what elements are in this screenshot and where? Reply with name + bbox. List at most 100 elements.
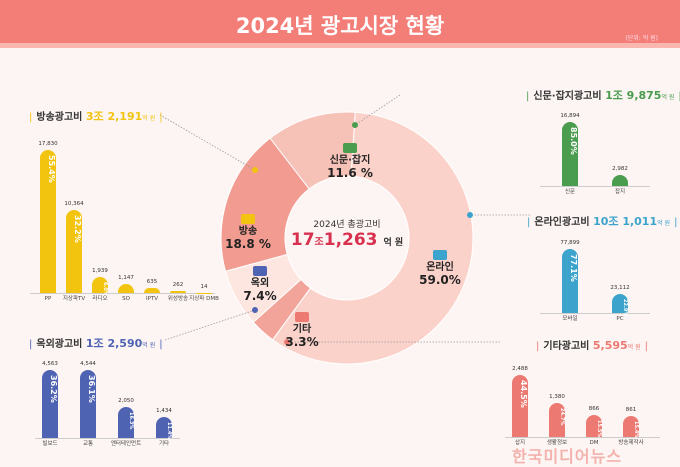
bar xyxy=(144,287,160,293)
total-label: 2024년 총광고비 xyxy=(313,220,381,230)
bar-percent: 6.0% xyxy=(102,282,108,297)
bar-percent: 11.4% xyxy=(166,421,172,439)
x-axis xyxy=(540,186,650,187)
segment-percent: 7.4% xyxy=(243,289,277,303)
panel-title: | 방송광고비 3조 2,191억 원 | xyxy=(29,110,163,123)
panel-unit: 억 원 xyxy=(657,220,671,227)
segment-name: 온라인 xyxy=(426,262,454,273)
category-label: 기타 xyxy=(158,441,170,447)
bar-percent: 22.9% xyxy=(622,299,628,317)
panel-total: 10조 1,011 xyxy=(593,215,658,228)
watermark: 한국미디어뉴스 xyxy=(512,447,623,466)
bar-percent: 55.4% xyxy=(47,155,56,183)
bar-percent: 24.7% xyxy=(559,407,565,425)
bar-value-label: 1,434 xyxy=(156,407,172,414)
category-label: PP xyxy=(44,296,52,302)
segment-name: 신문·잡지 xyxy=(329,155,371,166)
panel-total: 5,595 xyxy=(592,339,628,352)
bar-value-label: 2,982 xyxy=(612,165,628,172)
total-value: 17조1,263 억 원 xyxy=(290,230,404,250)
connector-dot xyxy=(252,167,258,173)
segment-name: 옥외 xyxy=(250,278,270,289)
category-label: 위성방송 xyxy=(167,296,189,302)
bar xyxy=(170,290,186,293)
segment-name: 기타 xyxy=(292,324,312,335)
category-label: DM xyxy=(589,440,599,446)
bar: 24.7% xyxy=(549,402,565,437)
printer-icon xyxy=(343,143,357,153)
bar-percent: 15.4% xyxy=(633,420,639,438)
bar-percent: 85.0% xyxy=(569,127,578,155)
category-label: 라디오 xyxy=(92,296,108,302)
bar: 15.5% xyxy=(586,415,602,438)
bar-value-label: 1,147 xyxy=(118,274,134,281)
panel-unit: 억 원 xyxy=(627,344,641,351)
panel-title: | 온라인광고비 10조 1,011억 원 | xyxy=(527,215,678,228)
connector-line xyxy=(159,114,256,171)
segment-name: 방송 xyxy=(238,226,258,237)
segment-percent: 59.0% xyxy=(419,273,461,287)
category-label: 생활정보 xyxy=(546,440,568,446)
x-axis xyxy=(30,293,215,294)
bar: 22.9% xyxy=(612,294,628,317)
bar-value-label: 1,380 xyxy=(549,393,565,400)
donut-label: 온라인 59.0% xyxy=(410,250,470,286)
category-label: 모바일 xyxy=(562,316,578,322)
category-label: 지상파TV xyxy=(62,296,86,302)
category-label: 신문 xyxy=(564,189,576,195)
smartphone-icon xyxy=(433,250,447,260)
donut-label: 방송 18.8 % xyxy=(218,214,278,250)
category-label: 지상파 DMB xyxy=(189,296,219,302)
donut-segment-1 xyxy=(271,111,474,365)
bar-value-label: 635 xyxy=(146,278,158,285)
panel-total: 3조 2,191 xyxy=(85,110,143,123)
bar: 11.4% xyxy=(156,416,172,439)
bar: 55.4% xyxy=(40,150,56,293)
bar-percent: 36.2% xyxy=(49,375,58,403)
bar-value-label: 866 xyxy=(588,406,600,413)
category-label: 삽지 xyxy=(514,440,526,446)
category-label: 방송제작사 xyxy=(618,440,644,446)
bar-value-label: 14 xyxy=(200,283,208,290)
bar-value-label: 4,563 xyxy=(42,361,58,367)
page-title: 2024년 광고시장 현황 xyxy=(235,14,445,38)
bar: 36.1% xyxy=(80,370,96,438)
donut-label: 신문·잡지 11.6 % xyxy=(320,143,380,179)
connector-dot xyxy=(284,339,290,345)
bar: 85.0% xyxy=(562,122,578,186)
bar: 44.5% xyxy=(512,375,528,437)
category-label: 잡지 xyxy=(614,189,626,195)
bar-value-label: 262 xyxy=(172,281,184,288)
header: 2024년 광고시장 현황 (단위: 억 원) xyxy=(0,0,680,48)
bar xyxy=(118,283,134,293)
panel-total: 1조 9,875 xyxy=(605,89,662,102)
donut-segment-4 xyxy=(220,137,310,272)
bar: 15.4% xyxy=(623,415,639,438)
bar-percent: 32.2% xyxy=(73,214,82,243)
bar: 77.1% xyxy=(562,249,578,313)
x-axis xyxy=(35,438,180,439)
panel-title: 온라인광고비 xyxy=(534,217,590,228)
bar-percent: 16.3% xyxy=(128,412,134,430)
x-axis xyxy=(540,313,650,314)
category-label: 빌보드 xyxy=(42,441,58,447)
bar-value-label: 16,894 xyxy=(560,113,580,119)
bar-value-label: 1,939 xyxy=(92,268,108,275)
connector-dot xyxy=(352,122,358,128)
panel-title: 옥외광고비 xyxy=(36,339,83,350)
category-label: PC xyxy=(616,316,624,322)
bar-percent: 36.1% xyxy=(87,375,96,404)
donut-label: 기타 3.3% xyxy=(272,312,332,348)
panel-unit: 억 원 xyxy=(661,94,675,101)
bar: 6.0% xyxy=(92,277,108,297)
category-label: SO xyxy=(122,296,130,302)
bar: 36.2% xyxy=(42,370,58,438)
panel-unit: 억 원 xyxy=(142,342,156,349)
unit-label: (단위: 억 원) xyxy=(625,35,658,42)
bar-value-label: 2,050 xyxy=(118,398,134,405)
connector-line xyxy=(354,94,401,126)
category-label: 엔터테인먼트 xyxy=(110,441,142,447)
bar: 16.3% xyxy=(118,407,134,438)
panel-unit: 억 원 xyxy=(142,115,156,122)
